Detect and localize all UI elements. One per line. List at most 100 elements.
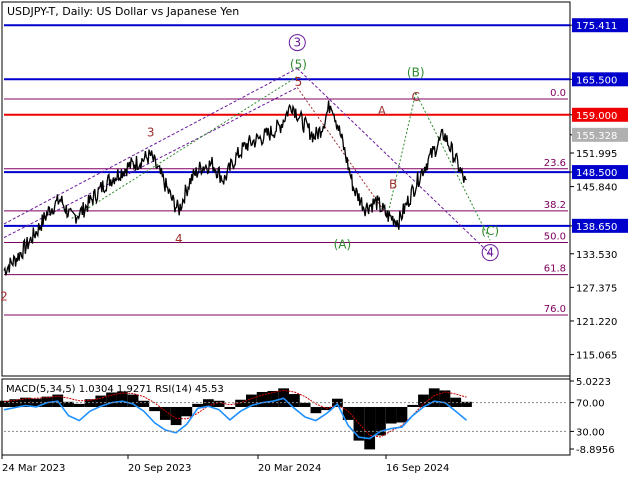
price-level-tag — [572, 165, 628, 180]
macd-histogram-bar — [224, 406, 236, 410]
macd-histogram-bar — [95, 395, 107, 407]
wave-label: 5 — [295, 75, 303, 89]
macd-histogram-bar — [235, 399, 246, 407]
macd-histogram-bar — [192, 403, 203, 407]
time-axis-label: 24 Mar 2023 — [2, 463, 65, 474]
macd-histogram-bar — [73, 403, 85, 407]
macd-histogram-bar — [375, 406, 386, 436]
indicator-title: MACD(5,34,5) 1.0304 1.9271 RSI(14) 45.53 — [6, 384, 224, 395]
fibonacci-layer: 0.0 23.6 38.2 50.0 61.8 76.0 — [4, 88, 568, 316]
macd-histogram-bar — [0, 400, 10, 407]
macd-histogram-bar — [439, 390, 451, 407]
macd-histogram-bar — [106, 392, 117, 407]
price-axis-label: 121.220 — [576, 317, 617, 328]
fib-level-label: 0.0 — [550, 88, 566, 99]
price-axis-label: 148.500 — [576, 168, 617, 179]
wave-label-circle — [288, 34, 306, 52]
wave-label: A — [378, 104, 387, 118]
fib-level-label: 23.6 — [544, 158, 566, 169]
price-level-tag — [572, 218, 628, 233]
price-axis-layer: 175.411 165.500 159.000 155.328 151.995 148.5… — [570, 18, 628, 362]
price-line — [3, 100, 467, 276]
wave-label: (B) — [407, 66, 425, 80]
price-axis-label: 138.650 — [576, 222, 617, 233]
rsi-line — [3, 397, 468, 440]
macd-histogram-bar — [256, 391, 268, 407]
wave-label: 4 — [486, 246, 494, 260]
macd-histogram-bar — [418, 394, 429, 407]
time-axis-label: 20 Mar 2024 — [258, 463, 321, 474]
wave-label-circle — [481, 244, 499, 262]
price-axis-label: 145.840 — [576, 183, 617, 194]
current-price-tag — [572, 127, 628, 142]
macd-histogram-bar — [202, 399, 214, 407]
macd-histogram-bar — [461, 401, 472, 407]
indicator-axis-label: 30.00 — [576, 427, 605, 438]
price-axis-label: 175.411 — [576, 21, 617, 32]
macd-histogram-bar — [138, 400, 150, 407]
wave-label: (A) — [334, 237, 352, 251]
fib-level-label: 38.2 — [544, 200, 566, 211]
price-axis-label: 151.995 — [576, 149, 617, 160]
macd-histogram-bar — [9, 399, 21, 407]
wave-label: 3 — [147, 126, 155, 140]
price-level-tag — [572, 18, 628, 33]
price-axis-label: 159.000 — [576, 111, 617, 122]
fib-level-label: 76.0 — [544, 304, 566, 315]
wave-label: 3 — [293, 36, 301, 50]
macd-signal-line — [3, 389, 467, 438]
macd-histogram-bar — [342, 406, 354, 420]
macd-histogram-bar — [213, 400, 225, 407]
macd-histogram-bar — [63, 401, 74, 407]
macd-histogram-bar — [170, 406, 182, 426]
macd-histogram-bar — [245, 394, 257, 407]
wave-label: B — [389, 177, 397, 191]
price-axis-label: 165.500 — [576, 75, 617, 86]
macd-histogram-bar — [289, 394, 300, 407]
wave-label: (C) — [481, 224, 499, 238]
price-axis-label: 133.530 — [576, 250, 617, 261]
wave-trendlines-layer — [3, 67, 491, 255]
wave-labels-layer: 3 (5) 5 3 4 2 A B C (B) (A) (C) 4 — [0, 34, 499, 303]
macd-histogram-bar — [385, 406, 397, 424]
wave-label: C — [412, 90, 420, 104]
macd-histogram-bar — [149, 406, 160, 412]
macd-histogram-bar — [299, 402, 311, 407]
fib-level-label: 61.8 — [544, 264, 566, 275]
time-axis-label: 20 Sep 2023 — [128, 463, 191, 474]
indicator-axis-label: 70.00 — [576, 399, 605, 410]
wave-channel-line — [3, 67, 298, 225]
indicator-axis-label: -8.8956 — [576, 445, 615, 456]
price-axis-label: 115.065 — [576, 351, 617, 362]
macd-histogram-bar — [159, 406, 171, 420]
time-axis-layer: 24 Mar 2023 20 Sep 2023 20 Mar 2024 16 Sep … — [1, 455, 449, 474]
price-axis-label: 155.328 — [576, 131, 617, 142]
macd-layer: 5.0223 70.00 30.00 -8.8956 — [0, 377, 615, 456]
macd-histogram-bar — [428, 388, 440, 407]
indicator-axis-label: 5.0223 — [576, 377, 611, 388]
wave-green-guide — [387, 92, 417, 216]
macd-histogram-bar — [267, 390, 279, 407]
wave-label: 2 — [0, 289, 8, 303]
wave-green-guide — [71, 76, 298, 219]
macd-histogram-bar — [127, 394, 139, 407]
wave-label: (5) — [290, 57, 307, 71]
macd-histogram-bar — [396, 406, 408, 423]
macd-histogram-bar — [364, 406, 376, 450]
macd-histogram-bar — [181, 406, 193, 417]
fib-level-label: 50.0 — [544, 231, 566, 242]
wave-green-guide — [415, 92, 491, 241]
wave-label: 4 — [175, 232, 183, 246]
macd-histogram-bar — [116, 391, 128, 407]
macd-histogram-bar — [84, 399, 96, 407]
macd-histogram-bar — [407, 404, 419, 407]
macd-histogram-bar — [450, 397, 462, 407]
time-axis-label: 16 Sep 2024 — [386, 463, 449, 474]
macd-histogram-bar — [310, 406, 322, 414]
price-level-tag — [572, 72, 628, 87]
price-axis-label: 127.375 — [576, 283, 617, 294]
chart-title: USDJPY-T, Daily: US Dollar vs Japanese Y… — [7, 5, 239, 18]
price-level-tag — [572, 107, 628, 122]
